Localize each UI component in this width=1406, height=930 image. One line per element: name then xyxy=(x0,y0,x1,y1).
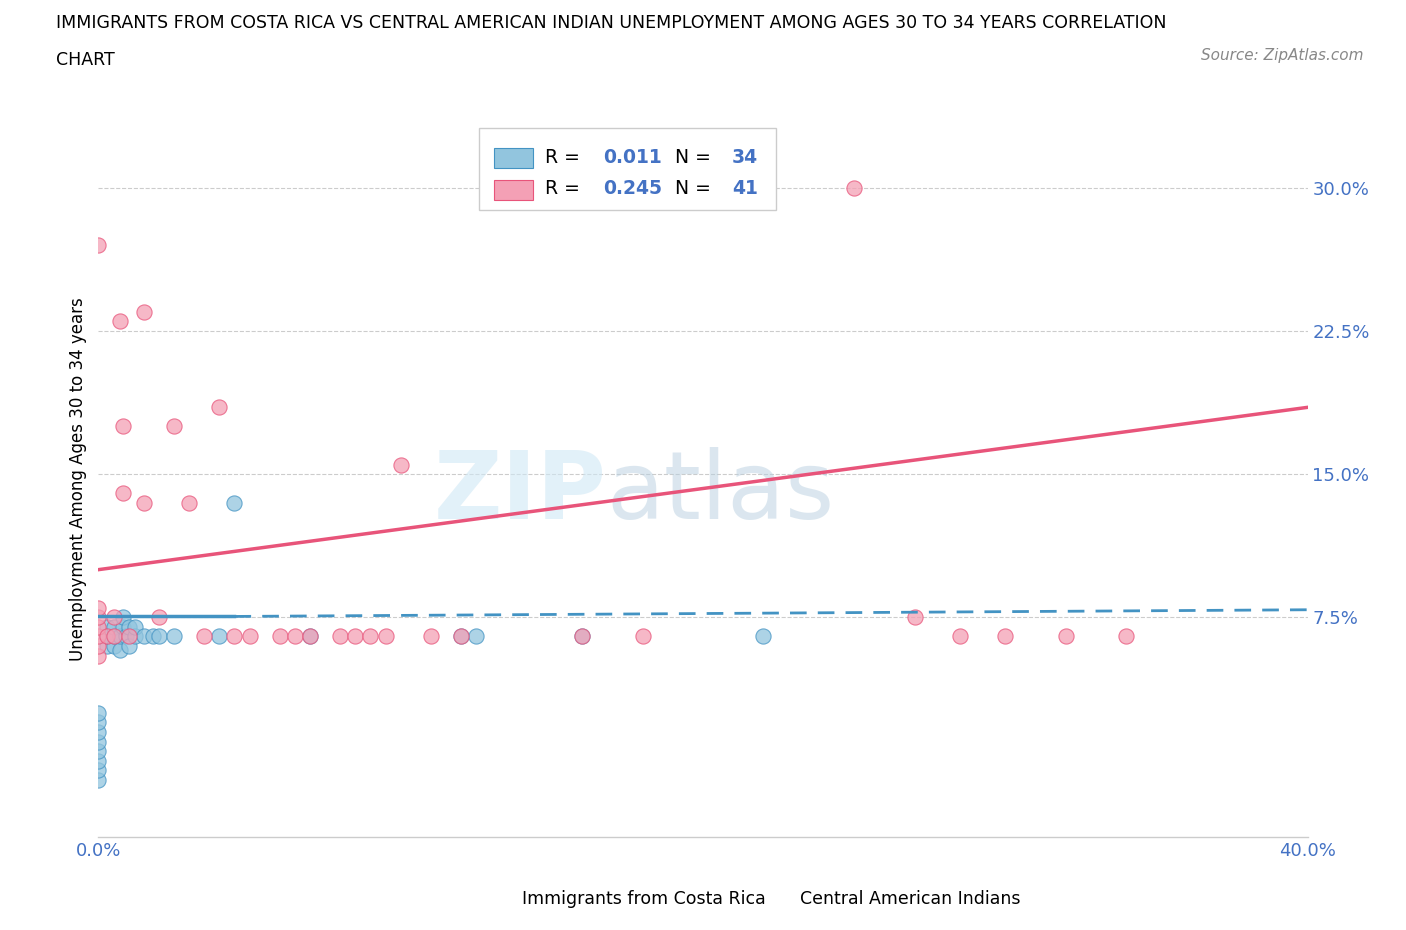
Point xyxy=(118,639,141,654)
Point xyxy=(124,619,146,634)
Point xyxy=(844,180,866,195)
Point xyxy=(193,629,215,644)
Point xyxy=(87,715,110,730)
Text: Central American Indians: Central American Indians xyxy=(800,890,1021,909)
Point xyxy=(118,629,141,644)
Point xyxy=(239,629,262,644)
Point xyxy=(179,496,201,511)
Text: 34: 34 xyxy=(733,148,758,166)
Point xyxy=(103,610,125,625)
Point xyxy=(111,610,134,625)
Point xyxy=(103,629,125,644)
Point xyxy=(284,629,307,644)
Text: Source: ZipAtlas.com: Source: ZipAtlas.com xyxy=(1201,48,1364,63)
Text: atlas: atlas xyxy=(606,447,835,539)
Text: 41: 41 xyxy=(733,179,758,198)
Point xyxy=(108,314,131,329)
Point xyxy=(299,629,322,644)
Point xyxy=(571,629,593,644)
Point xyxy=(904,610,927,625)
Point xyxy=(87,763,110,777)
Point xyxy=(360,629,382,644)
Text: R =: R = xyxy=(544,148,585,166)
Point xyxy=(163,629,186,644)
Point xyxy=(111,619,134,634)
Text: N =: N = xyxy=(664,148,717,166)
Point xyxy=(631,629,654,644)
Point xyxy=(1054,629,1077,644)
Text: 0.011: 0.011 xyxy=(603,148,661,166)
Point xyxy=(465,629,488,644)
Point xyxy=(118,619,141,634)
Point xyxy=(1115,629,1137,644)
Point xyxy=(752,629,775,644)
Point xyxy=(96,629,118,644)
Text: IMMIGRANTS FROM COSTA RICA VS CENTRAL AMERICAN INDIAN UNEMPLOYMENT AMONG AGES 30: IMMIGRANTS FROM COSTA RICA VS CENTRAL AM… xyxy=(56,14,1167,32)
Point xyxy=(450,629,472,644)
Point xyxy=(571,629,593,644)
Point xyxy=(96,629,118,644)
Point xyxy=(269,629,291,644)
Point xyxy=(132,304,155,319)
Point xyxy=(103,619,125,634)
Point xyxy=(87,734,110,749)
Point xyxy=(111,485,134,500)
Point xyxy=(148,629,170,644)
Y-axis label: Unemployment Among Ages 30 to 34 years: Unemployment Among Ages 30 to 34 years xyxy=(69,297,87,661)
Point xyxy=(87,629,110,644)
Point xyxy=(87,724,110,739)
Point xyxy=(132,629,155,644)
FancyBboxPatch shape xyxy=(479,891,513,909)
Point xyxy=(299,629,322,644)
Point xyxy=(994,629,1017,644)
Point xyxy=(329,629,352,644)
Point xyxy=(142,629,165,644)
Point xyxy=(87,237,110,252)
Point xyxy=(87,772,110,787)
Point xyxy=(87,744,110,759)
Point xyxy=(87,639,110,654)
Text: N =: N = xyxy=(664,179,717,198)
FancyBboxPatch shape xyxy=(758,891,792,909)
Text: 0.245: 0.245 xyxy=(603,179,662,198)
Point xyxy=(87,648,110,663)
Point xyxy=(103,639,125,654)
Point xyxy=(949,629,972,644)
FancyBboxPatch shape xyxy=(494,179,533,200)
Point xyxy=(344,629,367,644)
Point xyxy=(108,643,131,658)
Point xyxy=(163,419,186,434)
Point xyxy=(148,610,170,625)
Point xyxy=(389,458,412,472)
Point xyxy=(374,629,396,644)
Point xyxy=(108,629,131,644)
Text: R =: R = xyxy=(544,179,585,198)
Point xyxy=(87,753,110,768)
Text: Immigrants from Costa Rica: Immigrants from Costa Rica xyxy=(522,890,765,909)
Point xyxy=(224,496,246,511)
Point xyxy=(114,629,136,644)
Point xyxy=(420,629,443,644)
Point xyxy=(111,419,134,434)
Point xyxy=(132,496,155,511)
Point xyxy=(124,629,146,644)
Text: CHART: CHART xyxy=(56,51,115,69)
FancyBboxPatch shape xyxy=(494,148,533,168)
Point xyxy=(208,400,231,415)
Point xyxy=(208,629,231,644)
Text: ZIP: ZIP xyxy=(433,447,606,539)
Point xyxy=(87,619,110,634)
FancyBboxPatch shape xyxy=(479,128,776,210)
Point xyxy=(103,629,125,644)
Point xyxy=(87,610,110,625)
Point xyxy=(224,629,246,644)
Point xyxy=(96,619,118,634)
Point xyxy=(87,706,110,721)
Point xyxy=(96,639,118,654)
Point xyxy=(450,629,472,644)
Point xyxy=(87,601,110,616)
